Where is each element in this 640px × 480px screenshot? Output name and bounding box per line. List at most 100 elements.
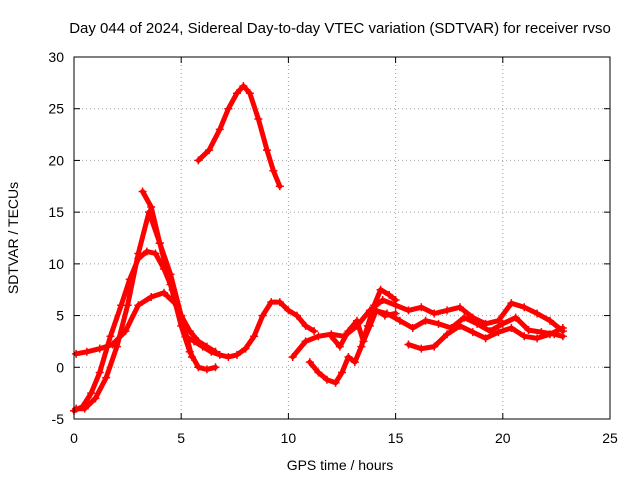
data-point: [160, 288, 169, 297]
data-point: [241, 344, 250, 353]
data-point: [190, 337, 199, 346]
data-point: [357, 342, 366, 351]
data-point: [344, 352, 353, 361]
data-point: [275, 298, 284, 307]
data-point: [533, 309, 542, 318]
data-point: [292, 311, 301, 320]
y-tick-label: 20: [48, 152, 64, 168]
data-point: [421, 316, 430, 325]
data-point: [545, 316, 554, 325]
data-point: [338, 368, 346, 377]
series-line: [183, 299, 317, 360]
data-point: [288, 352, 297, 361]
data-point: [207, 347, 216, 356]
axis-ticks: 0 5 10 15 20 25 -5 0 5 10 15 20 25 30: [48, 49, 618, 446]
data-point: [254, 115, 263, 124]
data-point: [125, 275, 134, 284]
data-point: [134, 254, 143, 263]
x-tick-label: 25: [602, 430, 618, 446]
series-arc-high: [194, 81, 284, 191]
data-point: [417, 344, 426, 353]
data-point: [202, 365, 211, 374]
data-point: [224, 104, 233, 113]
data-point: [376, 285, 385, 294]
y-tick-label: -5: [52, 411, 65, 427]
series-arc-dip: [181, 298, 319, 361]
data-point: [258, 311, 267, 320]
data-point: [245, 89, 254, 98]
data-point: [102, 373, 111, 382]
plot-frame: [73, 56, 611, 420]
data-point: [177, 311, 186, 320]
y-tick-label: 15: [48, 204, 64, 220]
y-tick-label: 10: [48, 256, 64, 272]
data-point: [181, 332, 190, 341]
data-point: [481, 334, 490, 343]
data-point: [533, 334, 542, 343]
data-point: [494, 328, 503, 337]
data-point: [460, 313, 469, 322]
data-point: [160, 265, 169, 274]
series-line: [195, 83, 283, 189]
data-point: [443, 330, 452, 339]
data-point: [142, 247, 151, 256]
data-point: [117, 301, 126, 310]
data-point: [314, 368, 323, 377]
data-point: [520, 332, 529, 341]
data-point: [147, 202, 156, 211]
x-tick-label: 5: [177, 430, 185, 446]
data-point: [511, 313, 520, 322]
data-point: [194, 156, 203, 165]
data-point: [350, 358, 359, 367]
data-point: [558, 332, 567, 341]
data-point: [91, 394, 100, 403]
data-point: [380, 311, 389, 320]
data-point: [224, 352, 233, 361]
series-line: [73, 290, 188, 357]
data-point: [262, 146, 271, 155]
data-point: [138, 187, 147, 196]
data-point: [434, 319, 443, 328]
data-point: [404, 340, 413, 349]
x-axis-label: GPS time / hours: [287, 457, 394, 473]
data-point: [72, 349, 81, 358]
data-point: [391, 309, 400, 318]
x-tick-label: 0: [70, 430, 78, 446]
data-point: [275, 182, 284, 191]
series-arc-mid: [72, 288, 190, 358]
data-point: [151, 249, 160, 258]
data-point: [106, 332, 115, 341]
data-point: [215, 350, 224, 359]
data-point: [301, 321, 310, 330]
data-point: [314, 332, 323, 341]
series-arc-wave-b: [370, 306, 567, 341]
data-point: [365, 321, 374, 330]
data-point: [507, 323, 516, 332]
data-point: [284, 306, 293, 315]
data-point: [78, 402, 87, 411]
series-line: [290, 297, 566, 360]
data-point: [112, 342, 121, 351]
data-point: [558, 323, 567, 332]
x-tick-label: 10: [281, 430, 297, 446]
data-point: [473, 319, 482, 328]
x-tick-label: 20: [495, 430, 511, 446]
data-point: [395, 316, 404, 325]
data-point: [269, 166, 278, 175]
y-tick-label: 25: [48, 101, 64, 117]
data-point: [121, 327, 130, 336]
x-tick-label: 15: [388, 430, 404, 446]
data-point: [391, 301, 400, 310]
data-point: [250, 332, 259, 341]
data-point: [267, 298, 276, 307]
data-point: [305, 358, 314, 367]
data-point: [545, 330, 554, 339]
data-point: [455, 303, 464, 312]
chart-title: Day 044 of 2024, Sidereal Day-to-day VTE…: [69, 20, 611, 37]
data-point: [232, 89, 241, 98]
series-arc-low: [404, 321, 567, 353]
data-point: [327, 332, 336, 341]
data-point: [239, 81, 248, 90]
data-point: [378, 296, 387, 305]
